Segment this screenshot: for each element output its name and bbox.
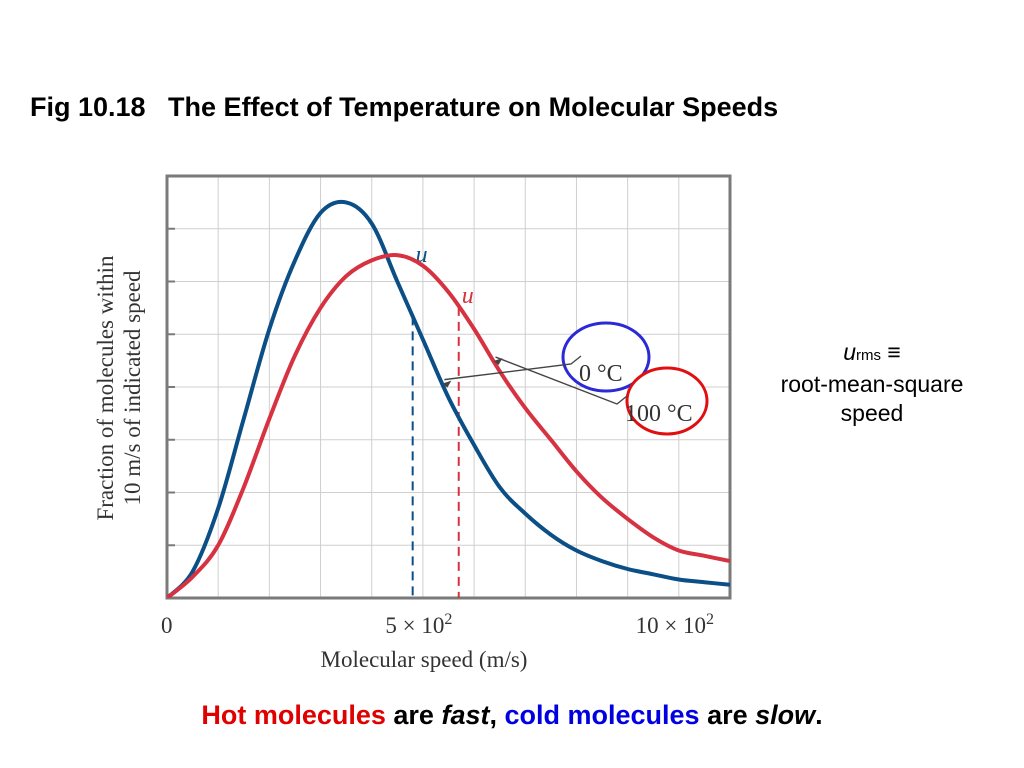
- series-layer: uu: [167, 199, 730, 598]
- urms-subscript: rms: [855, 347, 881, 364]
- x-tick-label-base: 10 × 10: [636, 613, 706, 638]
- x-tick-label-exponent: 2: [706, 611, 714, 628]
- x-tick-label-exponent: 2: [444, 611, 452, 628]
- legend-label-cold: 0 °C: [579, 361, 623, 387]
- y-axis-label: Fraction of molecules within 10 m/s of i…: [93, 255, 145, 521]
- leader-line-hot: [495, 356, 628, 405]
- urms-symbol-line: urms ≡: [748, 338, 996, 370]
- legend-circle-cold: [561, 321, 651, 393]
- legend-circle-hot: [625, 366, 709, 436]
- leader-arrow-hot: [493, 358, 503, 366]
- urms-symbol: u: [843, 339, 856, 365]
- rms-label-hot: u: [462, 283, 474, 309]
- series-line-hot: [167, 252, 730, 598]
- urms-equiv: ≡: [880, 339, 901, 365]
- caption-are-2: are: [699, 700, 756, 730]
- slide-title: Fig 10.18 The Effect of Temperature on M…: [30, 92, 779, 122]
- x-tick-label-base: 5 × 10: [385, 613, 444, 638]
- plot-frame: [165, 174, 732, 600]
- caption: Hot molecules are fast, cold molecules a…: [0, 700, 1024, 731]
- leader-line-cold: [444, 355, 582, 381]
- caption-comma: ,: [489, 700, 505, 730]
- urms-definition-line-2: root-mean-square: [780, 371, 964, 397]
- leader-arrow-cold: [442, 380, 452, 388]
- x-tick-label-base: 0: [161, 613, 173, 638]
- caption-slow: slow: [755, 700, 816, 730]
- caption-fast: fast: [441, 700, 490, 730]
- x-tick-label: 0: [161, 613, 173, 638]
- urms-definition: urms ≡ root-mean-square speed: [748, 338, 996, 428]
- legend-label-hot: 100 °C: [625, 401, 693, 427]
- series-line-cold: [167, 199, 730, 598]
- x-axis-label: Molecular speed (m/s): [321, 647, 528, 672]
- x-tick-label: 10 × 102: [636, 611, 714, 638]
- caption-are-1: are: [385, 700, 442, 730]
- y-axis-label-line-1: Fraction of molecules within: [93, 255, 118, 521]
- caption-hot: Hot molecules: [201, 700, 386, 730]
- x-tick-label: 5 × 102: [385, 611, 452, 638]
- caption-cold: cold molecules: [504, 700, 700, 730]
- y-axis-label-line-2: 10 m/s of indicated speed: [120, 270, 145, 506]
- caption-period: .: [815, 700, 823, 730]
- urms-definition-line-3: speed: [840, 400, 904, 426]
